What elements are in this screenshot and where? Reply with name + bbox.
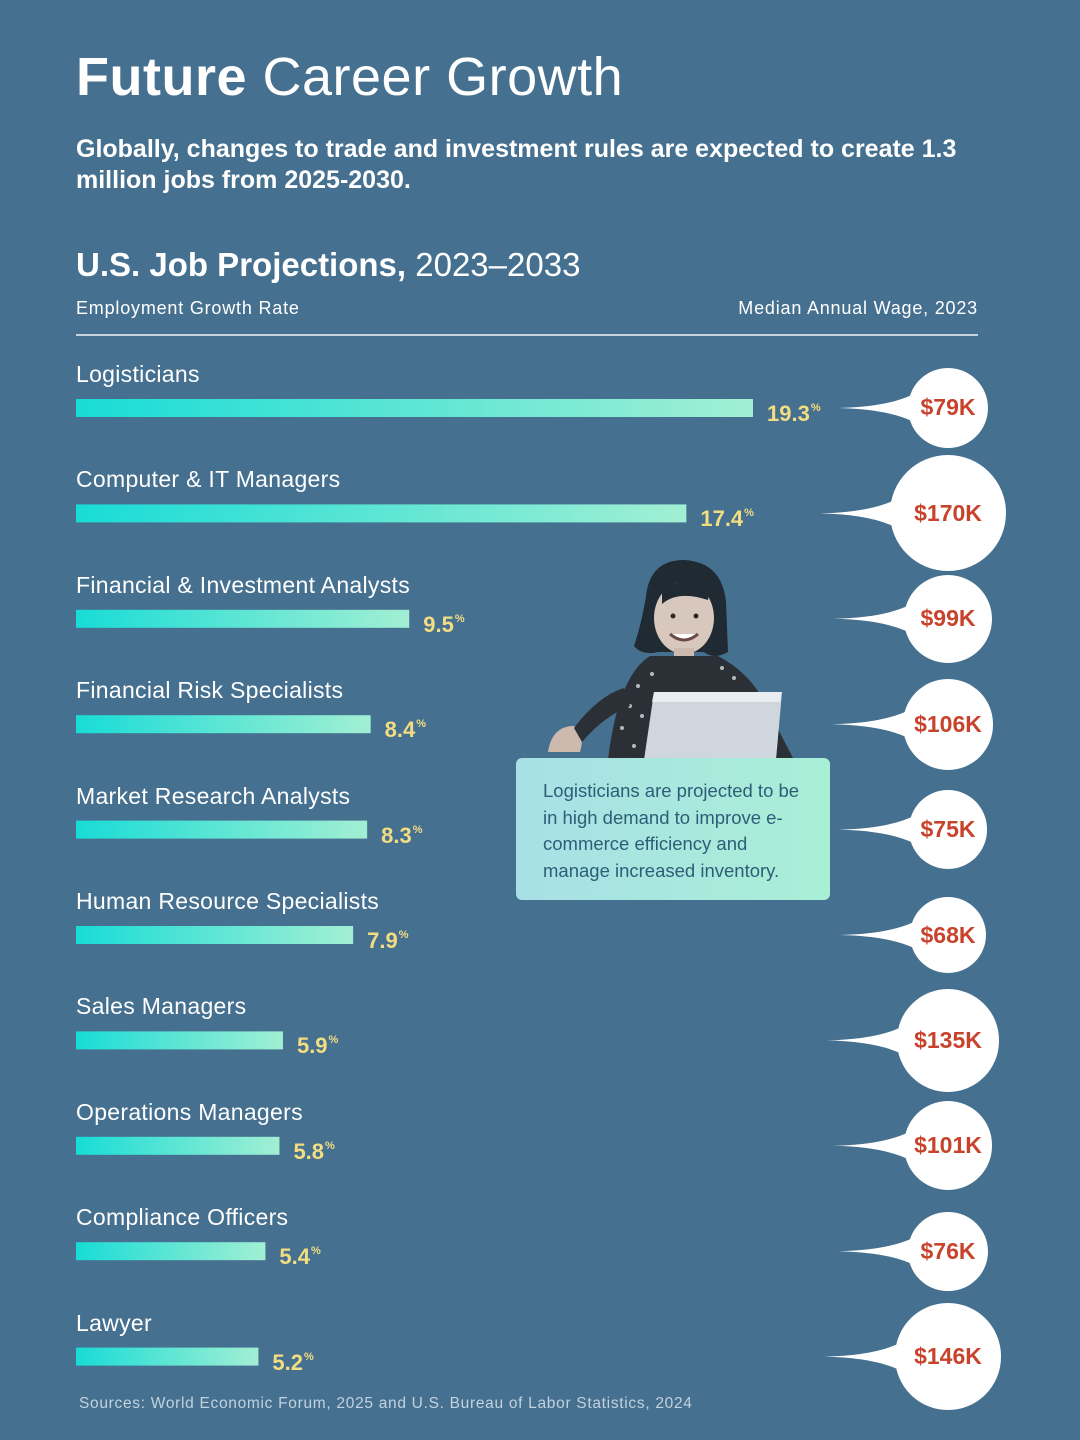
wage-badge-compliance-officers: $76K <box>908 1211 988 1291</box>
source-note: Sources: World Economic Forum, 2025 and … <box>79 1395 693 1412</box>
bar-lawyer <box>76 1347 259 1366</box>
wage-badge-lawyer: $146K <box>894 1303 1002 1410</box>
category-label-operations-managers: Operations Managers <box>76 1098 303 1125</box>
badge-tail-financial-and-investment-analysts <box>833 604 910 633</box>
badge-tail-operations-managers <box>833 1131 910 1160</box>
value-label-computer-and-it-managers: 17.4% <box>700 506 754 532</box>
value-label-financial-and-investment-analysts: 9.5% <box>423 611 465 637</box>
chart-title-bold: U.S. Job Projections, <box>76 246 407 283</box>
category-label-sales-managers: Sales Managers <box>76 993 247 1020</box>
value-label-financial-risk-specialists: 8.4% <box>384 717 427 743</box>
bars-group <box>76 399 753 1366</box>
bar-financial-and-investment-analysts <box>76 609 410 628</box>
category-label-financial-risk-specialists: Financial Risk Specialists <box>76 677 344 704</box>
chart-title-years: 2023–2033 <box>415 246 581 283</box>
value-label-compliance-officers: 5.4% <box>279 1244 321 1270</box>
category-label-market-research-analysts: Market Research Analysts <box>76 782 351 809</box>
bar-operations-managers <box>76 1136 280 1155</box>
title-rest: Career Growth <box>262 47 624 107</box>
category-label-financial-and-investment-analysts: Financial & Investment Analysts <box>76 571 411 598</box>
badge-tail-sales-managers <box>826 1026 903 1055</box>
value-label-market-research-analysts: 8.3% <box>381 822 423 848</box>
woman-with-laptop-photo <box>548 560 794 760</box>
category-label-compliance-officers: Compliance Officers <box>76 1204 289 1231</box>
badge-tail-compliance-officers <box>838 1237 915 1266</box>
value-label-operations-managers: 5.8% <box>293 1138 335 1164</box>
badge-tail-computer-and-it-managers <box>820 499 896 528</box>
bar-market-research-analysts <box>76 820 368 839</box>
header-divider <box>76 334 978 336</box>
wage-badge-operations-managers: $101K <box>903 1101 993 1191</box>
wage-badge-computer-and-it-managers: $170K <box>890 455 1006 572</box>
page-subtitle: Globally, changes to trade and investmen… <box>76 135 957 194</box>
growth-rate-header: Employment Growth Rate <box>76 298 300 318</box>
wage-badge-financial-risk-specialists: $106K <box>902 678 994 770</box>
category-label-human-resource-specialists: Human Resource Specialists <box>76 888 380 914</box>
value-label-sales-managers: 5.9% <box>296 1033 339 1059</box>
value-label-logisticians: 19.3% <box>767 401 821 426</box>
bar-computer-and-it-managers <box>76 504 687 523</box>
wage-header: Median Annual Wage, 2023 <box>738 298 978 318</box>
wage-badge-financial-and-investment-analysts: $99K <box>903 574 993 663</box>
value-label-lawyer: 5.2% <box>272 1349 314 1375</box>
wage-badge-human-resource-specialists: $68K <box>910 897 986 973</box>
bar-human-resource-specialists <box>76 926 354 944</box>
category-label-logisticians: Logisticians <box>76 361 200 387</box>
bar-financial-risk-specialists <box>76 715 371 734</box>
badge-tail-human-resource-specialists <box>840 921 916 949</box>
wage-badge-logisticians: $79K <box>907 367 989 449</box>
wage-badge-market-research-analysts: $75K <box>908 790 988 869</box>
badge-tail-logisticians <box>837 394 914 422</box>
bar-compliance-officers <box>76 1242 266 1261</box>
chart-title: U.S. Job Projections, 2023–2033 <box>76 244 580 286</box>
logisticians-callout: Logisticians are projected to be in high… <box>516 758 830 900</box>
title-bold: Future <box>76 47 247 107</box>
wage-badge-sales-managers: $135K <box>896 989 1000 1092</box>
value-label-human-resource-specialists: 7.9% <box>367 928 409 953</box>
bar-sales-managers <box>76 1031 283 1050</box>
category-label-computer-and-it-managers: Computer & IT Managers <box>76 466 341 493</box>
page-title: Future Career Growth <box>76 44 623 110</box>
bar-logisticians <box>76 399 753 417</box>
badge-tail-financial-risk-specialists <box>832 710 909 739</box>
badge-tail-market-research-analysts <box>838 815 915 844</box>
category-label-lawyer: Lawyer <box>76 1309 152 1336</box>
badge-tail-lawyer <box>824 1342 901 1371</box>
